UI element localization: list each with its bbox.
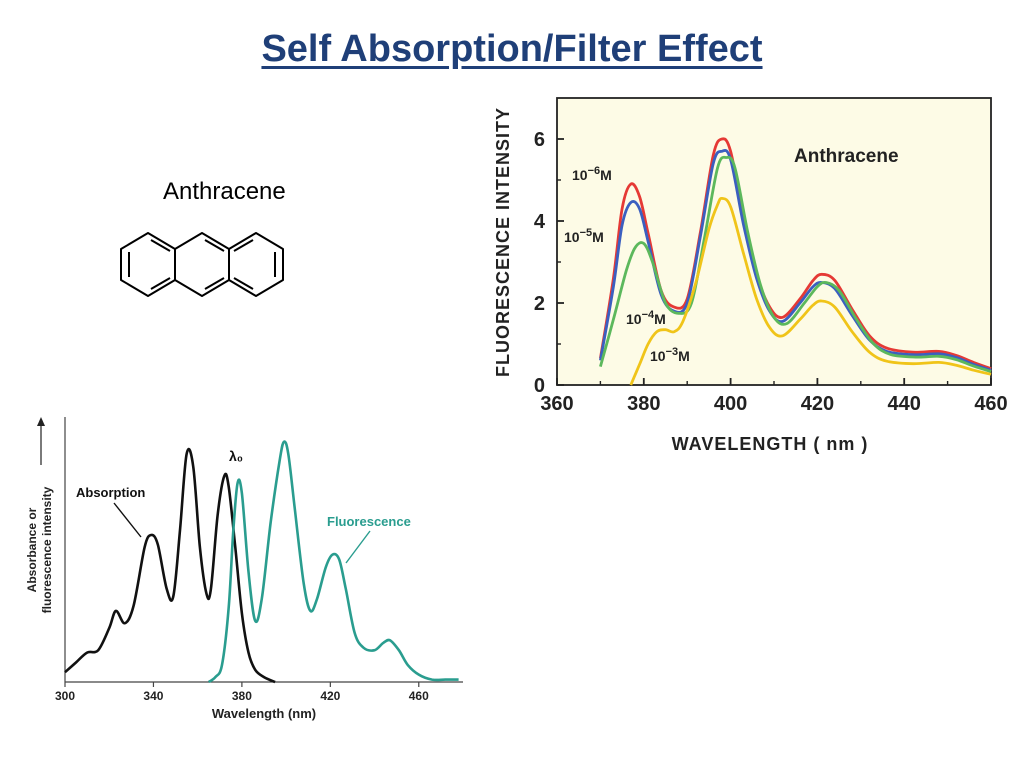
absorption-fluorescence-chart: 300 340 380 420 460 Wavelength (nm) Absorbance…	[0, 405, 475, 725]
x-tick-label: 300	[55, 689, 75, 703]
series-line-1	[599, 148, 992, 372]
y-tick-label: 4	[534, 211, 546, 233]
x-tick-label: 460	[974, 393, 1007, 415]
series-line-absorption	[64, 447, 276, 684]
anthracene-structure-diagram	[120, 232, 284, 297]
y-tick-label: 2	[534, 293, 545, 315]
x-tick-label: 400	[714, 393, 747, 415]
x-tick-label: 420	[801, 393, 834, 415]
ring-right	[228, 232, 284, 297]
x-tick-label: 440	[888, 393, 921, 415]
x-tick-label: 420	[320, 689, 340, 703]
y-axis-label: FLUORESCENCE INTENSITY	[493, 107, 513, 377]
series-label-2: 10−4M	[626, 309, 666, 327]
x-tick-label: 380	[232, 689, 252, 703]
x-axis-label: WAVELENGTH ( nm )	[672, 434, 869, 454]
y-axis-label-line2: fluorescence intensity	[40, 486, 54, 613]
series-line-fluorescence	[207, 440, 459, 684]
anthracene-concentration-chart: 360 380 400 420 440 460 0 2 4 6 WAVELENGTH ( nm ) F…	[493, 97, 1008, 454]
leader-fluorescence	[345, 530, 371, 564]
slide-title: Self Absorption/Filter Effect	[261, 28, 763, 70]
series-label-3: 10−3M	[650, 346, 690, 364]
series-line-2	[599, 155, 992, 373]
molecule-label: Anthracene	[163, 178, 286, 205]
lambda-zero-marker: λ₀	[229, 448, 243, 464]
series-label-0: 10−6M	[572, 165, 612, 183]
leader-absorption	[113, 502, 142, 538]
y-axis-label-line1: Absorbance or	[25, 507, 39, 592]
x-tick-label: 340	[143, 689, 163, 703]
chart-title: Anthracene	[794, 146, 899, 167]
y-axis-arrowhead	[37, 417, 45, 426]
plot-frame	[556, 97, 992, 386]
ring-middle	[174, 232, 230, 297]
x-tick-label: 360	[540, 393, 573, 415]
y-axis-label-group: Absorbance or fluorescence intensity	[25, 486, 54, 613]
x-tick-label: 380	[627, 393, 660, 415]
series-line-3	[629, 196, 992, 386]
x-axis-label: Wavelength (nm)	[212, 706, 316, 721]
y-tick-label: 0	[534, 375, 545, 397]
series-label-1: 10−5M	[564, 227, 604, 245]
x-tick-label: 460	[409, 689, 429, 703]
series-label-fluorescence: Fluorescence	[327, 514, 411, 529]
y-tick-label: 6	[534, 129, 545, 151]
series-label-absorption: Absorption	[76, 485, 145, 500]
